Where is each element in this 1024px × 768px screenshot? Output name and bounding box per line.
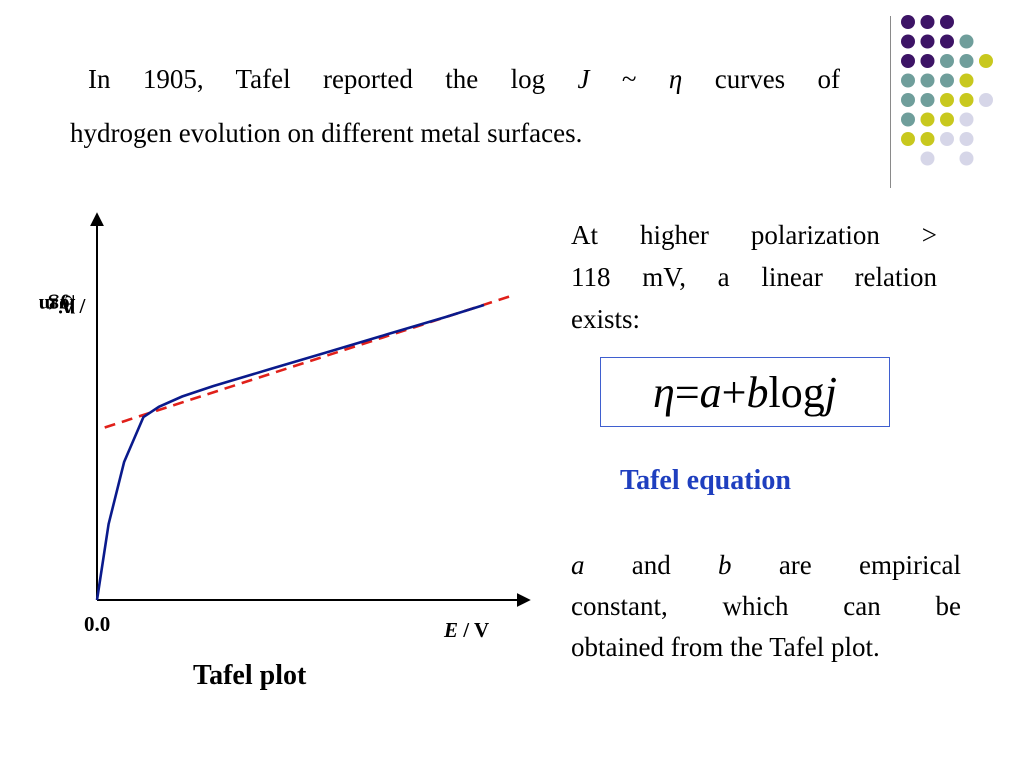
chart-caption: Tafel plot xyxy=(193,660,307,691)
decor-dot xyxy=(940,34,954,49)
decor-dot xyxy=(959,93,974,107)
decor-dot xyxy=(901,112,915,127)
decorative-dot-grid xyxy=(901,15,993,166)
decor-dot xyxy=(959,73,974,88)
decor-dot xyxy=(940,15,954,29)
decor-dot xyxy=(979,54,993,68)
decor-dot xyxy=(979,93,993,107)
tafel-equation-box: η = a + b log j xyxy=(600,357,890,427)
decor-dot xyxy=(940,54,954,68)
decor-dot xyxy=(920,93,935,107)
intro-text: In 1905, Tafel reported the log J ~ η cu… xyxy=(70,52,840,160)
constants-text: a and b are empirical constant, which ca… xyxy=(571,550,962,662)
intro-line-2: hydrogen evolution on different metal su… xyxy=(70,118,583,148)
decor-dot xyxy=(959,132,974,146)
decor-dot xyxy=(901,54,915,68)
decor-dot xyxy=(901,34,915,49)
decor-dot xyxy=(940,93,954,107)
x-axis-label: E / V xyxy=(444,618,490,642)
decor-dot xyxy=(920,15,935,29)
decor-dot xyxy=(959,34,974,49)
tafel-equation-label: Tafel equation xyxy=(620,465,791,496)
decor-dot xyxy=(920,34,935,49)
decor-dot xyxy=(920,132,935,146)
decor-dot xyxy=(920,151,935,166)
decor-dot xyxy=(920,73,935,88)
tafel-curve xyxy=(95,303,485,601)
decor-dot xyxy=(901,93,915,107)
intro-line-1: In 1905, Tafel reported the log J ~ η cu… xyxy=(88,64,841,94)
decor-dot xyxy=(901,132,915,146)
decor-dot xyxy=(959,54,974,68)
decor-dot xyxy=(920,112,935,127)
origin-tick-label: 0.0 xyxy=(84,612,111,636)
decor-dot xyxy=(901,15,915,29)
polarization-text: At higher polarization > 118 mV, a linea… xyxy=(571,220,937,334)
divider-line xyxy=(890,16,891,188)
decor-dot xyxy=(940,112,954,127)
tafel-chart xyxy=(90,212,531,607)
decor-dot xyxy=(901,73,915,88)
decor-dot xyxy=(920,54,935,68)
decor-dot xyxy=(940,132,954,146)
decor-dot xyxy=(959,151,974,166)
decor-dot xyxy=(959,112,974,127)
decor-dot xyxy=(940,73,954,88)
